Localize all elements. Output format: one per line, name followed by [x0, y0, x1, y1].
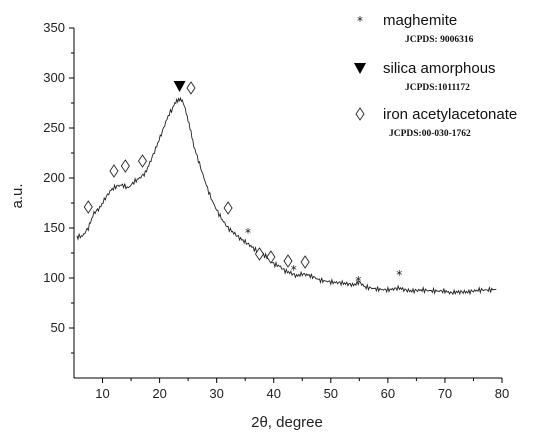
- x-tick-label: 70: [438, 386, 452, 401]
- triangle-marker: [173, 81, 186, 92]
- x-tick-label: 40: [266, 386, 280, 401]
- legend-entry-label: maghemite: [383, 12, 457, 29]
- legend-entry-jcpds: JCPDS:00-030-1762: [389, 129, 471, 139]
- legend: * maghemite JCPDS: 9006316 silica amorphous…: [354, 12, 517, 139]
- y-tick-label: 200: [43, 170, 65, 185]
- trace-layer: [76, 96, 497, 296]
- y-axis-label: a.u.: [9, 183, 26, 208]
- xrd-trace: [76, 96, 497, 296]
- legend-entry-label: iron acetylacetonate: [383, 106, 517, 123]
- legend-entry-jcpds: JCPDS: 9006316: [405, 35, 474, 45]
- y-tick-label: 150: [43, 220, 65, 235]
- diamond-marker: [300, 255, 310, 269]
- star-marker: *: [291, 263, 297, 277]
- diamond-marker: [109, 164, 119, 178]
- x-tick-label: 10: [95, 386, 109, 401]
- x-axis-label: 2θ, degree: [251, 414, 323, 431]
- y-tick-label: 350: [43, 20, 65, 35]
- x-tick-label: 20: [152, 386, 166, 401]
- diamond-marker: [120, 159, 130, 173]
- y-tick-label: 300: [43, 70, 65, 85]
- diamond-marker: [186, 81, 196, 95]
- star-marker: *: [245, 226, 251, 240]
- diamond-marker: [223, 201, 233, 215]
- diamond-marker: [254, 247, 265, 261]
- marker-layer: * * * *: [83, 81, 402, 288]
- diamond-marker: [83, 200, 93, 214]
- star-marker: *: [357, 14, 363, 28]
- diamond-marker: [283, 254, 293, 268]
- axes: [73, 28, 502, 379]
- star-marker: *: [396, 268, 402, 282]
- x-tick-label: 30: [209, 386, 223, 401]
- y-tick-label: 100: [43, 270, 65, 285]
- legend-entry-label: silica amorphous: [383, 60, 496, 77]
- star-marker: *: [355, 274, 361, 288]
- diamond-marker: [355, 107, 365, 121]
- legend-entry-jcpds: JCPDS:1011172: [405, 83, 470, 93]
- x-tick-label: 50: [324, 386, 338, 401]
- triangle-marker: [354, 63, 366, 74]
- x-tick-label: 60: [381, 386, 395, 401]
- ticks: 10 20 30 40 50 60 70 80 50 100 150 200 250 300 350: [43, 20, 509, 401]
- y-tick-label: 50: [51, 320, 65, 335]
- diamond-marker: [266, 250, 276, 264]
- y-tick-label: 250: [43, 120, 65, 135]
- x-tick-label: 80: [495, 386, 509, 401]
- diamond-marker: [137, 154, 148, 168]
